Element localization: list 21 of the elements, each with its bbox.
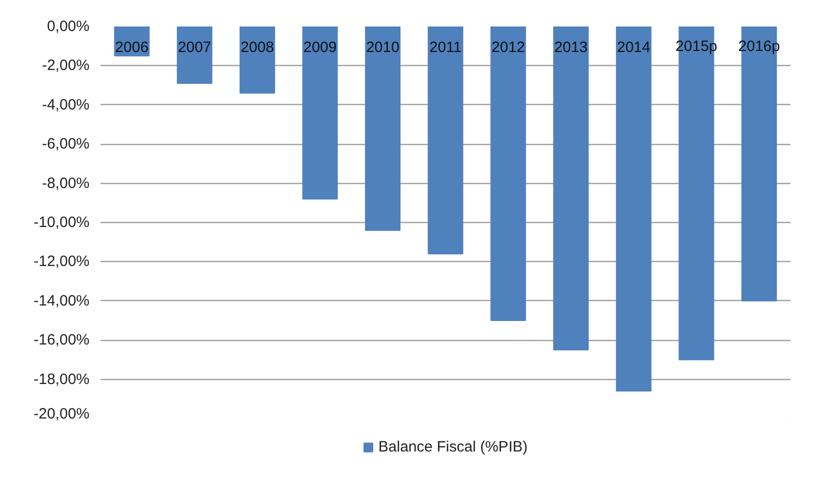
legend-label: Balance Fiscal (%PIB) [378, 438, 528, 456]
y-tick-label: -6,00% [42, 136, 90, 153]
x-tick-label: 2009 [303, 39, 337, 56]
y-tick-label: -8,00% [42, 174, 90, 192]
x-tick-label: 2007 [178, 39, 212, 56]
x-tick-label: 2013 [554, 39, 588, 56]
y-tick-label: -16,00% [34, 332, 90, 349]
y-tick-label: -4,00% [42, 96, 90, 114]
y-tick-label: 0,00% [46, 18, 90, 35]
x-tick-label: 2011 [429, 39, 462, 56]
x-tick-label: 2010 [366, 39, 400, 56]
y-tick-label: -12,00% [34, 253, 90, 270]
y-tick-label: -10,00% [34, 214, 90, 231]
x-tick-label: 2014 [616, 39, 650, 56]
y-tick-label: -2,00% [42, 57, 90, 74]
x-tick-label: 2008 [240, 39, 274, 56]
x-tick-label: 2012 [492, 39, 525, 56]
y-tick-label: -14,00% [34, 292, 90, 310]
x-tick-label: 2006 [115, 39, 149, 56]
y-tick-label: -20,00% [34, 406, 90, 422]
y-tick-label: -18,00% [34, 370, 90, 388]
